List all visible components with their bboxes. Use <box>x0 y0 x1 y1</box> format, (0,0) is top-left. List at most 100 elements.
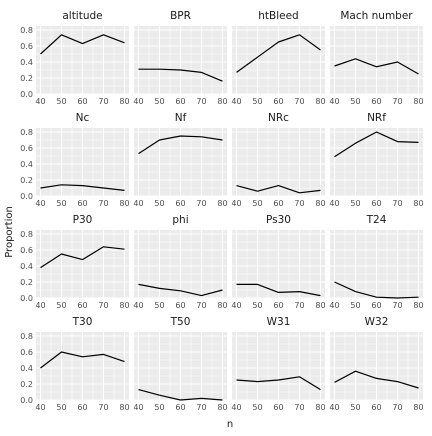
x-tick-label: 80 <box>413 403 423 412</box>
x-tick-label: 40 <box>133 403 143 412</box>
facet-title: W32 <box>365 316 389 328</box>
x-tick-label: 50 <box>252 199 262 208</box>
x-axis-label: n <box>227 419 233 430</box>
series-line <box>138 389 223 401</box>
facet-title: T30 <box>72 316 93 328</box>
x-tick-label: 40 <box>329 403 339 412</box>
x-tick-label: 60 <box>77 403 87 412</box>
series-line <box>236 376 321 391</box>
x-tick-label: 60 <box>175 403 185 412</box>
x-tick-label: 50 <box>252 301 262 310</box>
x-tick-label: 50 <box>252 403 262 412</box>
facet-title: htBleed <box>258 10 298 22</box>
y-tick-label: 0.0 <box>20 396 33 405</box>
x-tick-label: 40 <box>35 199 45 208</box>
facet-title: NRc <box>268 112 289 124</box>
facet-title: P30 <box>73 214 93 226</box>
y-tick-label: 0.8 <box>20 230 33 239</box>
y-tick-label: 0.6 <box>20 348 33 357</box>
x-tick-label: 60 <box>175 199 185 208</box>
x-tick-label: 50 <box>154 199 164 208</box>
x-tick-label: 60 <box>371 403 381 412</box>
series-line <box>236 283 321 297</box>
x-tick-label: 80 <box>119 97 129 106</box>
facet-title: BPR <box>170 10 191 22</box>
facet-title: NRf <box>367 112 386 124</box>
x-tick-label: 40 <box>133 199 143 208</box>
x-tick-label: 80 <box>413 301 423 310</box>
x-tick-label: 70 <box>392 403 402 412</box>
x-tick-label: 70 <box>196 97 206 106</box>
x-tick-label: 50 <box>56 301 66 310</box>
y-tick-label: 0.6 <box>20 42 33 51</box>
series-line <box>334 281 419 299</box>
facet-title: Nf <box>175 112 187 124</box>
x-tick-label: 80 <box>315 199 325 208</box>
x-tick-label: 50 <box>154 403 164 412</box>
x-tick-label: 60 <box>273 97 283 106</box>
facet-title: Ps30 <box>266 214 291 226</box>
facet-title: T24 <box>366 214 387 226</box>
x-tick-label: 50 <box>154 97 164 106</box>
x-tick-label: 70 <box>294 301 304 310</box>
y-tick-label: 0.4 <box>20 160 33 169</box>
x-tick-label: 40 <box>231 199 241 208</box>
x-tick-label: 80 <box>217 301 227 310</box>
series-line <box>334 58 419 75</box>
facet-title: Nc <box>76 112 90 124</box>
x-tick-label: 50 <box>252 97 262 106</box>
x-tick-label: 40 <box>231 403 241 412</box>
x-tick-label: 80 <box>119 199 129 208</box>
x-tick-label: 50 <box>350 199 360 208</box>
series-line <box>334 370 419 389</box>
x-tick-label: 70 <box>98 199 108 208</box>
x-tick-label: 70 <box>98 301 108 310</box>
x-tick-label: 80 <box>119 301 129 310</box>
y-tick-label: 0.0 <box>20 90 33 99</box>
x-tick-label: 60 <box>273 301 283 310</box>
series-line <box>40 351 125 369</box>
series-line <box>138 68 223 82</box>
series-line <box>40 34 125 55</box>
x-tick-label: 60 <box>371 199 381 208</box>
y-tick-label: 0.8 <box>20 332 33 341</box>
x-tick-label: 80 <box>315 301 325 310</box>
x-tick-label: 70 <box>294 199 304 208</box>
x-tick-label: 70 <box>196 301 206 310</box>
x-tick-label: 70 <box>196 403 206 412</box>
x-tick-label: 40 <box>329 97 339 106</box>
facet-title: altitude <box>62 10 102 22</box>
x-tick-label: 80 <box>217 97 227 106</box>
x-tick-label: 60 <box>77 199 87 208</box>
facet-title: Mach number <box>340 10 413 22</box>
y-tick-label: 0.0 <box>20 294 33 303</box>
facet-title: T50 <box>170 316 191 328</box>
x-tick-label: 70 <box>294 403 304 412</box>
x-tick-label: 50 <box>56 403 66 412</box>
x-tick-label: 70 <box>98 403 108 412</box>
x-tick-label: 40 <box>329 301 339 310</box>
x-tick-label: 70 <box>392 301 402 310</box>
x-tick-label: 80 <box>119 403 129 412</box>
x-tick-label: 50 <box>154 301 164 310</box>
x-tick-label: 40 <box>329 199 339 208</box>
x-tick-label: 40 <box>35 403 45 412</box>
x-tick-label: 80 <box>315 403 325 412</box>
x-tick-label: 50 <box>350 301 360 310</box>
series-line <box>236 185 321 194</box>
series-line <box>334 131 419 158</box>
x-tick-label: 70 <box>294 97 304 106</box>
x-tick-label: 40 <box>231 97 241 106</box>
y-tick-label: 0.6 <box>20 144 33 153</box>
x-tick-label: 40 <box>133 97 143 106</box>
x-tick-label: 50 <box>56 97 66 106</box>
x-tick-label: 40 <box>133 301 143 310</box>
x-tick-label: 60 <box>273 403 283 412</box>
y-tick-label: 0.2 <box>20 278 33 287</box>
series-line <box>236 34 321 73</box>
x-tick-label: 80 <box>217 199 227 208</box>
series-line <box>138 283 223 297</box>
y-tick-label: 0.8 <box>20 26 33 35</box>
